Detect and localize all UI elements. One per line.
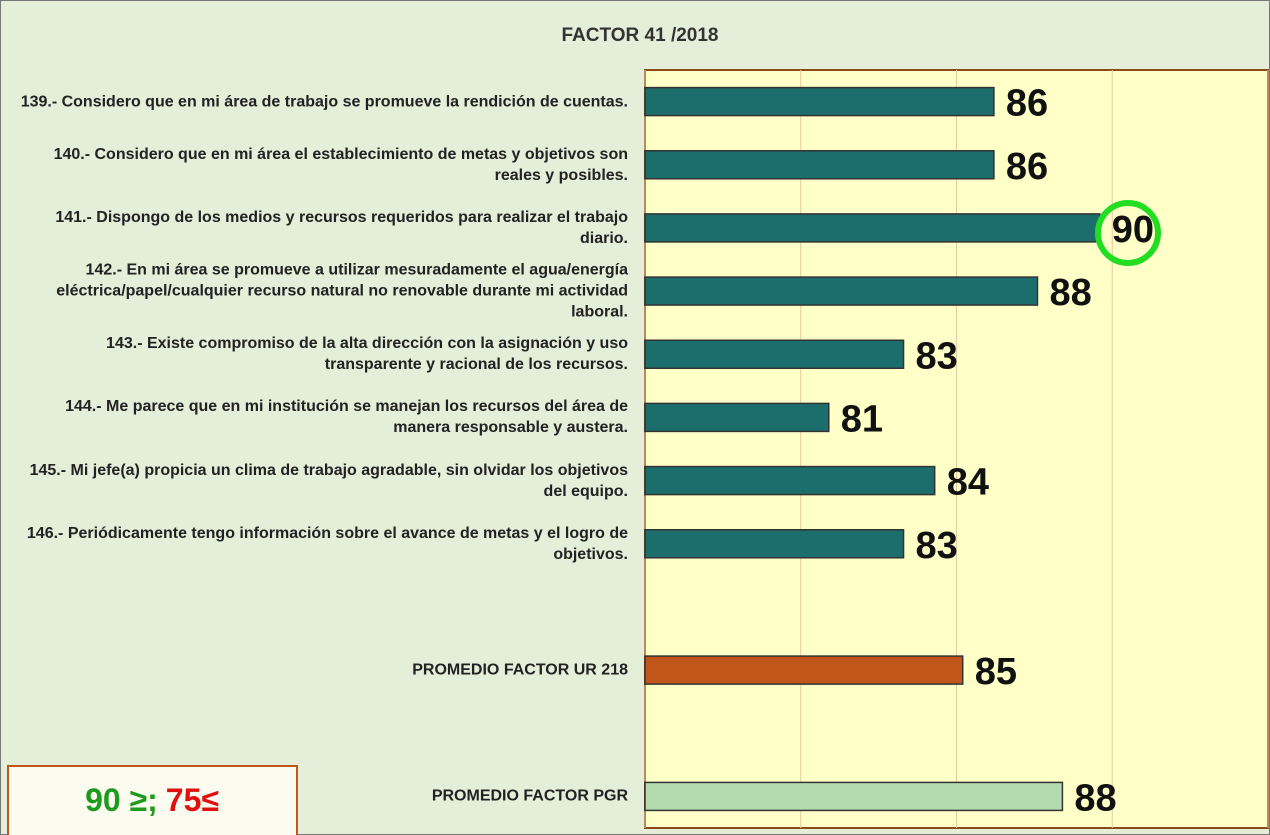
category-label: 145.- Mi jefe(a) propicia un clima de tr… [29,461,628,500]
bar [644,150,995,180]
bar [644,529,905,559]
legend-text: 90 ≥; 75≤ [85,782,219,818]
bar [644,213,1101,243]
bar [644,655,964,685]
category-label: 141.- Dispongo de los medios y recursos … [55,208,628,247]
data-label: 88 [1074,777,1116,819]
data-label: 90 [1112,209,1154,251]
data-label: 86 [1006,83,1048,125]
bar [644,86,995,117]
highlight-circle [1095,200,1161,266]
chart-title: FACTOR 41 /2018 [561,25,718,46]
data-label: 88 [1049,272,1091,314]
category-label: PROMEDIO FACTOR UR 218 [412,661,628,679]
category-label: 140.- Considero que en mi área el establ… [53,145,628,184]
category-label: 146.- Periódicamente tengo información s… [26,524,628,563]
category-label: PROMEDIO FACTOR PGR [431,787,628,805]
category-label: 139.- Considero que en mi área de trabaj… [20,93,628,111]
category-label: 143.- Existe compromiso de la alta direc… [106,335,628,374]
bar [644,276,1039,306]
category-label: 142.- En mi área se promueve a utilizar … [56,261,628,321]
bar [644,402,830,433]
bar [644,781,1064,812]
data-label: 84 [947,462,989,504]
bar [644,465,936,496]
data-label: 86 [1006,146,1048,188]
data-label: 85 [975,651,1017,693]
data-label: 81 [841,398,883,440]
legend-box [7,765,298,835]
category-label: 144.- Me parece que en mi institución se… [65,398,628,437]
legend-high: 90 ≥; [85,782,158,818]
data-label: 83 [916,335,958,377]
data-label: 83 [916,525,958,567]
bar [644,339,905,369]
legend-low: 75≤ [166,782,219,818]
